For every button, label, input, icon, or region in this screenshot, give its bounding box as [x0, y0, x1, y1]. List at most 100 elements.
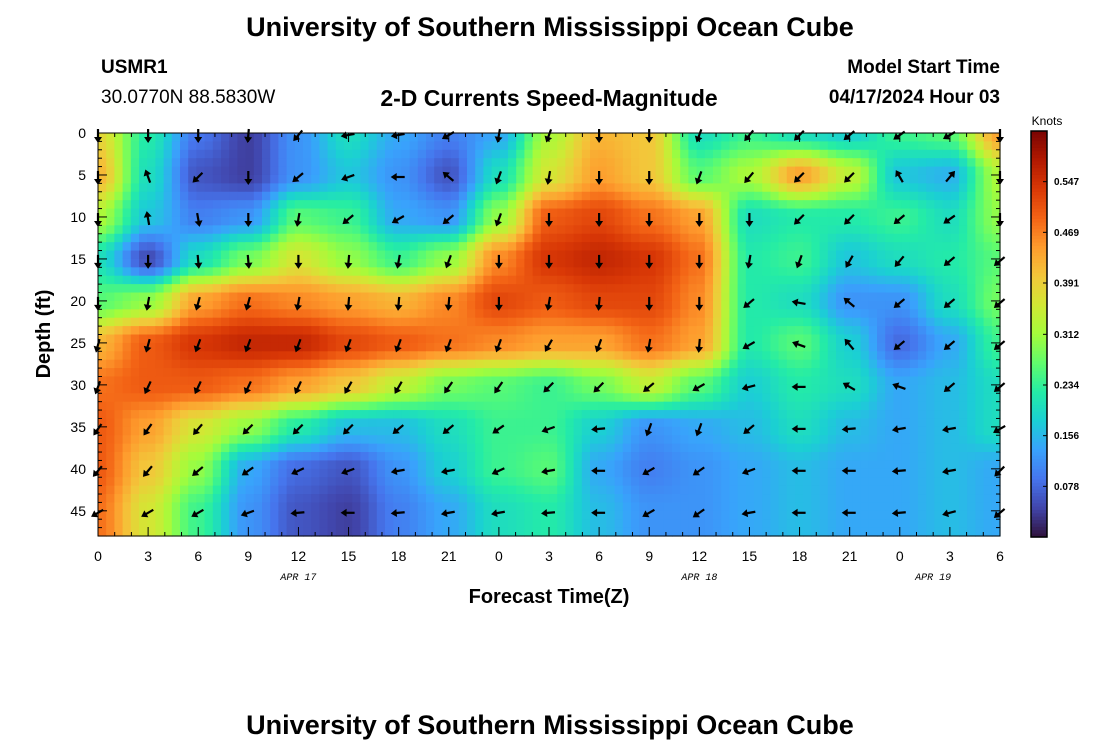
heatmap-cell	[180, 452, 189, 462]
heatmap-cell	[458, 384, 468, 394]
heatmap-cell	[713, 242, 722, 252]
heatmap-cell	[106, 334, 115, 344]
heatmap-cell	[171, 233, 181, 243]
heatmap-cell	[819, 426, 829, 436]
heatmap-cell	[319, 233, 329, 243]
heatmap-cell	[721, 300, 730, 310]
heatmap-cell	[130, 351, 140, 361]
heatmap-cell	[204, 435, 214, 445]
heatmap-cell	[393, 225, 402, 235]
heatmap-cell	[278, 158, 288, 168]
heatmap-cell	[458, 292, 468, 302]
heatmap-cell	[524, 250, 534, 260]
heatmap-cell	[368, 510, 378, 520]
heatmap-cell	[713, 158, 722, 168]
heatmap-cell	[663, 275, 673, 285]
heatmap-cell	[581, 250, 591, 260]
heatmap-cell	[122, 452, 132, 462]
heatmap-cell	[253, 326, 263, 336]
heatmap-cell	[688, 158, 698, 168]
heatmap-cell	[245, 435, 255, 445]
heatmap-cell	[983, 284, 993, 294]
heatmap-cell	[458, 443, 468, 453]
heatmap-cell	[967, 418, 976, 428]
heatmap-cell	[286, 200, 296, 210]
heatmap-cell	[508, 460, 517, 470]
heatmap-cell	[139, 208, 148, 218]
heatmap-cell	[245, 275, 255, 285]
heatmap-cell	[426, 233, 435, 243]
heatmap-cell	[778, 284, 788, 294]
heatmap-cell	[893, 393, 903, 403]
heatmap-cell	[155, 309, 165, 319]
heatmap-cell	[130, 384, 140, 394]
heatmap-cell	[663, 208, 673, 218]
heatmap-cell	[598, 443, 607, 453]
heatmap-cell	[426, 401, 435, 411]
heatmap-cell	[163, 426, 173, 436]
heatmap-cell	[803, 267, 812, 277]
heatmap-cell	[180, 250, 189, 260]
heatmap-cell	[319, 384, 329, 394]
heatmap-cell	[401, 149, 411, 159]
heatmap-cell	[647, 149, 657, 159]
heatmap-cell	[852, 292, 862, 302]
heatmap-cell	[614, 225, 624, 235]
heatmap-cell	[983, 342, 993, 352]
heatmap-cell	[122, 368, 132, 378]
heatmap-cell	[680, 292, 689, 302]
heatmap-cell	[704, 435, 714, 445]
heatmap-cell	[262, 158, 271, 168]
heatmap-cell	[622, 258, 632, 268]
heatmap-cell	[762, 158, 771, 168]
heatmap-cell	[836, 494, 845, 504]
heatmap-cell	[262, 426, 271, 436]
heatmap-cell	[598, 317, 607, 327]
heatmap-cell	[467, 460, 476, 470]
heatmap-cell	[745, 200, 755, 210]
heatmap-cell	[959, 326, 968, 336]
heatmap-cell	[212, 250, 222, 260]
heatmap-cell	[442, 334, 452, 344]
heatmap-cell	[491, 401, 501, 411]
heatmap-cell	[417, 284, 427, 294]
heatmap-cell	[122, 460, 132, 470]
heatmap-cell	[811, 342, 821, 352]
heatmap-cell	[417, 267, 427, 277]
heatmap-cell	[368, 300, 378, 310]
heatmap-cell	[885, 384, 894, 394]
heatmap-cell	[631, 149, 640, 159]
heatmap-cell	[196, 384, 206, 394]
heatmap-cell	[401, 468, 411, 478]
heatmap-cell	[811, 133, 821, 142]
heatmap-cell	[573, 275, 583, 285]
heatmap-cell	[253, 309, 263, 319]
heatmap-cell	[549, 166, 558, 176]
heatmap-cell	[918, 183, 927, 193]
heatmap-cell	[934, 275, 944, 285]
heatmap-cell	[155, 410, 165, 420]
heatmap-cell	[262, 452, 271, 462]
heatmap-cell	[983, 200, 993, 210]
heatmap-cell	[426, 317, 435, 327]
heatmap-cell	[590, 452, 599, 462]
heatmap-cell	[286, 477, 296, 487]
heatmap-cell	[155, 477, 165, 487]
heatmap-cell	[376, 393, 386, 403]
heatmap-cell	[229, 233, 238, 243]
heatmap-cell	[827, 174, 837, 184]
heatmap-cell	[975, 158, 985, 168]
heatmap-cell	[458, 242, 468, 252]
heatmap-cell	[770, 460, 780, 470]
heatmap-cell	[475, 258, 484, 268]
heatmap-cell	[532, 174, 542, 184]
heatmap-cell	[98, 158, 107, 168]
heatmap-cell	[581, 225, 591, 235]
heatmap-cell	[229, 502, 238, 512]
heatmap-cell	[130, 233, 140, 243]
heatmap-cell	[959, 418, 968, 428]
heatmap-cell	[311, 158, 320, 168]
heatmap-cell	[524, 183, 534, 193]
heatmap-cell	[729, 494, 739, 504]
heatmap-cell	[827, 216, 837, 226]
